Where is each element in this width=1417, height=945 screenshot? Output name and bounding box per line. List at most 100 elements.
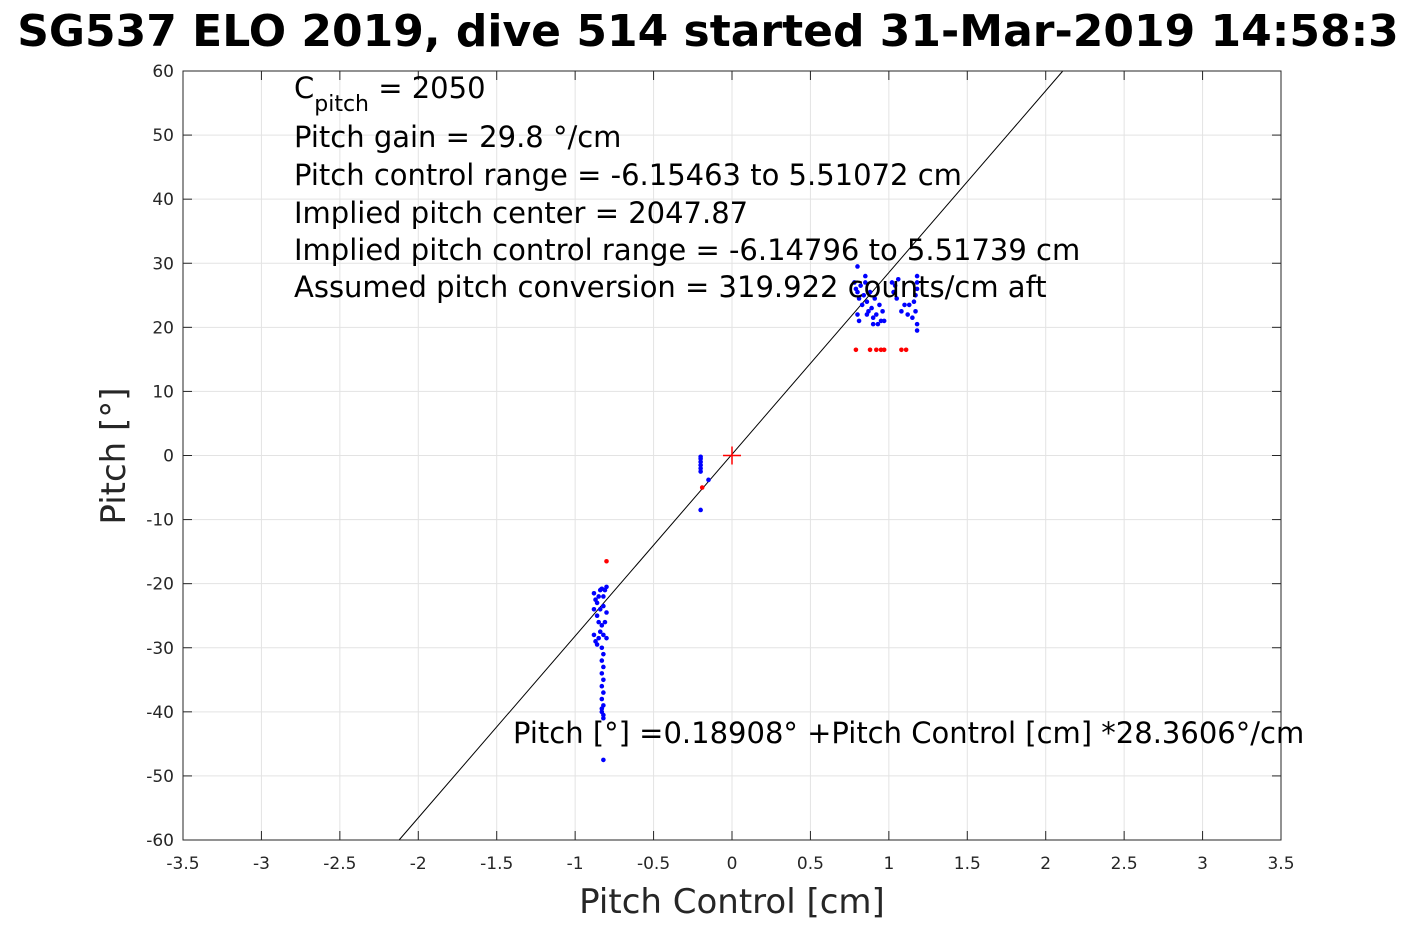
grid-lines [182, 70, 1282, 841]
pitch-gain-annotation: Pitch gain = 29.8 °/cm [294, 120, 621, 154]
data-point-blue [601, 632, 606, 638]
data-point-blue [858, 283, 863, 288]
data-point-blue [867, 289, 873, 295]
data-point-blue [599, 671, 605, 676]
data-point-blue [698, 469, 703, 474]
data-point-blue [594, 600, 600, 606]
data-point-blue [596, 635, 601, 641]
x-tick-label: 3 [1197, 854, 1208, 874]
x-tick-label: 0.5 [797, 854, 824, 874]
data-point-red [853, 347, 859, 353]
data-point-blue [881, 318, 887, 324]
data-point-blue [872, 296, 878, 301]
data-point-blue [601, 712, 606, 718]
cpitch-symbol: C [294, 71, 314, 105]
data-point-blue [910, 315, 915, 321]
x-tick-label: -3.5 [166, 854, 199, 874]
y-tick-label: 0 [163, 447, 174, 467]
data-point-blue [914, 286, 920, 292]
x-tick-label: -2.5 [323, 854, 356, 874]
data-point-blue [599, 696, 605, 702]
data-point-blue [892, 283, 898, 288]
y-tick-label: 10 [152, 382, 174, 402]
data-point-blue [855, 289, 860, 295]
data-point-blue [870, 315, 876, 321]
data-point-red [903, 347, 909, 353]
x-tick-label: 2.5 [1111, 854, 1138, 874]
data-point-blue [594, 613, 600, 619]
data-point-blue [599, 683, 605, 689]
x-tick-label: -1.5 [480, 854, 513, 874]
data-point-blue [864, 299, 870, 305]
data-point-blue [902, 302, 907, 308]
y-tick-label: 20 [152, 318, 174, 338]
x-tick-label: 3.5 [1267, 854, 1294, 874]
data-point-blue [869, 305, 874, 311]
data-point-blue [914, 273, 920, 279]
data-point-blue [596, 619, 601, 625]
data-point-blue [894, 296, 899, 301]
x-axis-label: Pitch Control [cm] [579, 882, 885, 922]
fit-equation-annotation: Pitch [°] =0.18908° +Pitch Control [cm] … [513, 716, 1304, 750]
data-point-blue [698, 466, 703, 471]
x-tick-label: -0.5 [637, 854, 670, 874]
y-tick-label: -30 [146, 639, 174, 659]
data-point-blue [601, 715, 606, 721]
control-range-annotation: Pitch control range = -6.15463 to 5.5107… [294, 158, 962, 192]
data-point-blue [899, 309, 904, 314]
chart-title: SG537 ELO 2019, dive 514 started 31-Mar-… [17, 6, 1399, 57]
data-point-blue [874, 312, 879, 317]
data-point-blue [706, 477, 711, 483]
y-tick-label: 50 [152, 126, 174, 146]
data-point-red [899, 347, 904, 353]
scatter-points-layer [591, 264, 920, 763]
data-point-blue [601, 651, 606, 657]
data-point-blue [864, 312, 870, 317]
y-tick-label: 40 [152, 190, 174, 210]
y-tick-label: -10 [146, 511, 174, 531]
data-point-blue [698, 454, 703, 460]
y-tick-label: -60 [146, 831, 174, 851]
data-point-blue [906, 302, 912, 308]
data-point-red [604, 558, 609, 564]
data-point-blue [880, 309, 885, 314]
data-point-blue [601, 594, 606, 599]
cpitch-value: = 2050 [369, 71, 486, 105]
y-tick-label: 60 [152, 62, 174, 82]
y-tick-label: -40 [146, 703, 174, 723]
data-point-blue [602, 619, 608, 625]
data-point-blue [859, 302, 865, 308]
data-point-blue [597, 607, 603, 612]
implied-range-annotation: Implied pitch control range = -6.14796 t… [294, 233, 1080, 267]
x-tick-label: -1 [567, 854, 584, 874]
data-point-blue [601, 677, 606, 683]
data-point-blue [601, 603, 606, 609]
data-point-blue [891, 289, 896, 295]
tick-layer: -3.5 -3 -2.5 -2 -1.5 -1 -0.5 0 0.5 1 1.5 2 2.5 3 3.5 -6… [146, 62, 1294, 874]
data-point-blue [599, 658, 605, 663]
data-point-blue [913, 292, 918, 298]
data-point-blue [914, 328, 920, 333]
data-point-red [874, 347, 879, 353]
data-point-blue [905, 312, 910, 317]
x-tick-label: 1.5 [954, 854, 981, 874]
y-tick-label: 30 [152, 254, 174, 274]
data-point-blue [856, 318, 862, 324]
data-point-blue [604, 635, 609, 641]
x-tick-label: -3 [253, 854, 270, 874]
data-point-blue [914, 321, 920, 327]
data-point-blue [591, 607, 597, 612]
data-point-red [867, 347, 873, 353]
data-point-blue [599, 623, 605, 628]
data-point-blue [698, 459, 703, 465]
data-point-blue [911, 299, 917, 305]
implied-center-annotation: Implied pitch center = 2047.87 [294, 196, 748, 230]
data-point-blue [870, 321, 876, 327]
y-tick-label: -20 [146, 575, 174, 595]
data-point-blue [698, 507, 703, 513]
data-point-red [699, 485, 705, 490]
data-point-blue [698, 462, 703, 468]
data-point-blue [852, 280, 857, 285]
data-point-blue [877, 302, 882, 308]
x-tick-label: -2 [410, 854, 427, 874]
